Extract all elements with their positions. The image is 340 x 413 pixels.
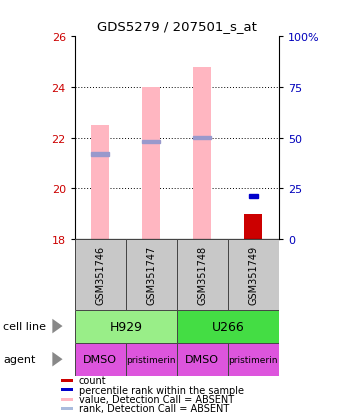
Bar xyxy=(126,240,177,310)
Bar xyxy=(91,126,109,240)
Bar xyxy=(61,398,73,401)
Bar xyxy=(228,240,279,310)
Text: count: count xyxy=(79,375,106,385)
Text: agent: agent xyxy=(3,354,36,364)
Bar xyxy=(193,137,211,140)
Polygon shape xyxy=(52,319,63,334)
Bar xyxy=(126,343,177,376)
Bar xyxy=(142,140,160,144)
Text: rank, Detection Call = ABSENT: rank, Detection Call = ABSENT xyxy=(79,404,229,413)
Bar xyxy=(177,240,228,310)
Bar xyxy=(177,343,228,376)
Text: H929: H929 xyxy=(109,320,142,333)
Polygon shape xyxy=(52,352,63,367)
Text: GSM351746: GSM351746 xyxy=(95,245,105,304)
Bar xyxy=(228,343,279,376)
Bar xyxy=(61,379,73,382)
Text: DMSO: DMSO xyxy=(83,354,117,364)
Text: pristimerin: pristimerin xyxy=(228,355,278,364)
Bar xyxy=(142,88,160,240)
Text: GSM351748: GSM351748 xyxy=(197,245,207,304)
Bar xyxy=(75,310,177,343)
Title: GDS5279 / 207501_s_at: GDS5279 / 207501_s_at xyxy=(97,20,257,33)
Bar xyxy=(75,240,126,310)
Text: GSM351747: GSM351747 xyxy=(146,245,156,304)
Bar xyxy=(177,310,279,343)
Text: cell line: cell line xyxy=(3,321,46,331)
Bar xyxy=(75,343,126,376)
Bar xyxy=(249,195,258,198)
Text: U266: U266 xyxy=(211,320,244,333)
Text: DMSO: DMSO xyxy=(185,354,219,364)
Text: percentile rank within the sample: percentile rank within the sample xyxy=(79,385,244,395)
Bar xyxy=(61,388,73,391)
Bar xyxy=(193,68,211,240)
Bar xyxy=(61,407,73,410)
Text: pristimerin: pristimerin xyxy=(126,355,176,364)
Bar xyxy=(91,153,109,157)
Text: GSM351749: GSM351749 xyxy=(248,245,258,304)
Text: value, Detection Call = ABSENT: value, Detection Call = ABSENT xyxy=(79,394,234,404)
Bar xyxy=(244,214,262,240)
